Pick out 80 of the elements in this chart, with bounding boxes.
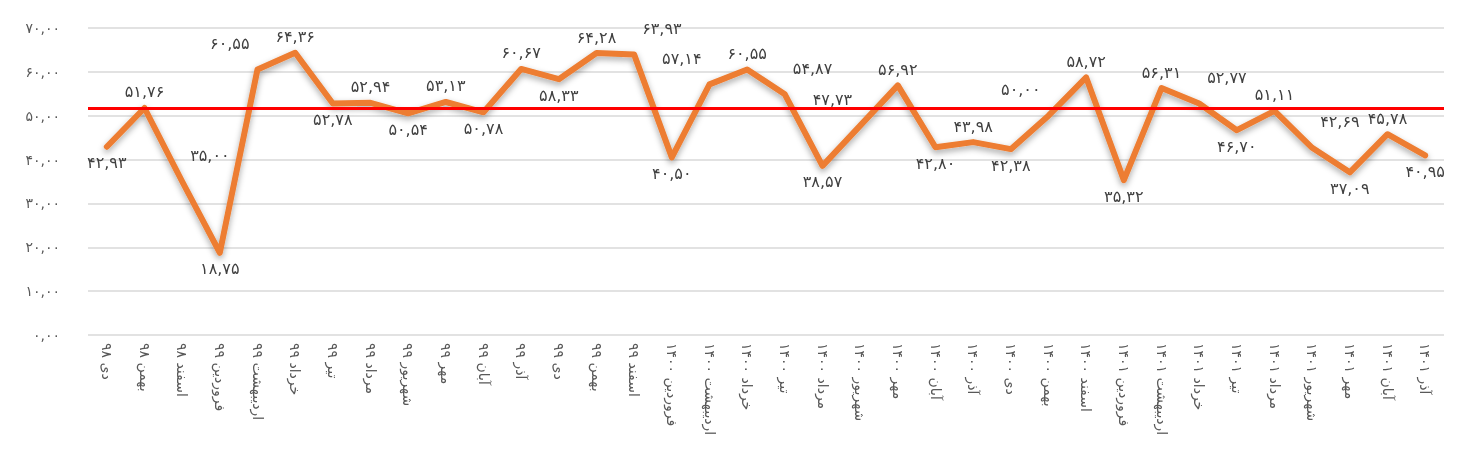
x-tick-label: فروردین ۱۴۰۱ [1114, 343, 1132, 427]
data-label: ۵۰,۷۸ [463, 118, 504, 138]
data-label: ۶۰,۵۵ [210, 33, 250, 53]
x-tick-label: شهریور ۱۴۰۰ [851, 343, 869, 422]
x-tick-label: دی ۹۸ [98, 343, 115, 380]
x-tick-label: مرداد ۹۹ [361, 343, 379, 395]
data-label: ۴۰,۵۰ [652, 163, 692, 183]
data-label: ۵۶,۳۱ [1141, 62, 1182, 82]
data-label: ۴۷,۷۳ [812, 90, 853, 110]
x-tick-label: آذر ۱۴۰۰ [964, 343, 982, 396]
x-tick-label: فروردین ۱۴۰۰ [662, 343, 680, 427]
x-tick-label: اسفند ۱۴۰۰ [1078, 343, 1095, 412]
x-tick-label: اردیبهشت ۹۹ [248, 343, 266, 421]
x-tick-label: بهمن ۱۴۰۰ [1039, 343, 1057, 407]
x-tick-label: آذر ۹۹ [512, 343, 530, 381]
data-label: ۵۱,۱۱ [1254, 85, 1295, 105]
x-tick-label: اردیبهشت ۱۴۰۰ [700, 343, 718, 436]
data-label: ۵۷,۱۴ [662, 48, 702, 68]
data-label: ۵۶,۹۲ [878, 59, 918, 79]
data-label: ۵۲,۷۸ [313, 110, 353, 130]
data-label: ۵۰,۰۰ [1001, 80, 1041, 100]
x-tick-label: مهر ۱۴۰۱ [1340, 343, 1358, 400]
y-tick-label: ۱۰,۰۰ [25, 283, 60, 300]
data-label: ۴۲,۸۰ [915, 153, 956, 173]
x-tick-label: مرداد ۱۴۰۰ [813, 343, 831, 410]
x-tick-label: شهریور ۱۴۰۱ [1303, 343, 1321, 422]
data-label: ۱۸,۷۵ [200, 259, 240, 279]
y-tick-label: ۶۰,۰۰ [25, 63, 60, 80]
data-label: ۵۰,۵۴ [388, 119, 428, 139]
x-tick-label: تیر ۱۴۰۰ [775, 343, 793, 394]
data-label: ۵۸,۳۳ [539, 85, 579, 105]
x-tick-label: اسفند ۹۹ [626, 343, 643, 397]
x-tick-label: آذر ۱۴۰۱ [1416, 343, 1434, 396]
y-tick-label: ۴۰,۰۰ [25, 151, 60, 168]
x-tick-label: اردیبهشت ۱۴۰۱ [1152, 343, 1170, 436]
data-label: ۴۶,۷۰ [1217, 136, 1257, 156]
x-tick-label: مرداد ۱۴۰۱ [1265, 343, 1283, 410]
y-tick-label: ۲۰,۰۰ [25, 239, 60, 256]
x-tick-label: دی ۹۹ [550, 343, 567, 380]
y-tick-label: ۷۰,۰۰ [25, 20, 60, 36]
data-label: ۶۳,۹۳ [642, 19, 683, 39]
data-label: ۶۴,۳۶ [275, 27, 315, 47]
data-label: ۴۰,۹۵ [1405, 161, 1445, 181]
x-tick-label: آبان ۱۴۰۱ [1379, 343, 1396, 401]
data-label: ۶۰,۶۷ [501, 43, 542, 63]
data-label: ۴۲,۹۳ [87, 153, 127, 173]
x-tick-label: بهمن ۹۸ [135, 343, 153, 392]
data-label: ۵۱,۷۶ [124, 82, 165, 102]
data-label: ۵۲,۷۷ [1207, 68, 1248, 88]
y-tick-label: ۳۰,۰۰ [25, 195, 60, 212]
x-tick-label: شهریور ۹۹ [399, 343, 417, 407]
x-tick-label: تیر ۹۹ [323, 343, 341, 379]
data-label: ۴۳,۹۸ [953, 116, 994, 136]
x-tick-label: فروردین ۹۹ [210, 343, 228, 412]
data-label: ۶۰,۵۵ [727, 43, 767, 63]
data-label: ۵۸,۷۲ [1066, 51, 1106, 71]
data-label: ۴۲,۶۹ [1320, 112, 1360, 132]
x-tick-label: بهمن ۹۹ [587, 343, 605, 392]
y-tick-label: ۰,۰۰ [32, 327, 60, 343]
x-tick-label: تیر ۱۴۰۱ [1227, 343, 1245, 394]
x-tick-label: مهر ۱۴۰۰ [888, 343, 906, 400]
x-tick-label: آبان ۱۴۰۰ [927, 343, 944, 401]
data-label: ۳۸,۵۷ [802, 172, 843, 192]
data-label: ۶۴,۲۸ [576, 27, 617, 47]
data-label: ۴۵,۷۸ [1367, 108, 1408, 128]
data-label: ۳۵,۰۰ [190, 146, 230, 165]
data-label: ۳۵,۳۲ [1104, 186, 1144, 206]
data-label: ۵۳,۱۳ [426, 76, 466, 96]
x-tick-label: خرداد ۱۴۰۱ [1190, 343, 1208, 411]
data-label: ۴۲,۳۸ [991, 155, 1031, 175]
data-label: ۳۷,۰۹ [1330, 178, 1370, 198]
data-label: ۵۲,۹۴ [350, 77, 391, 97]
x-tick-label: آبان ۹۹ [475, 343, 492, 386]
x-tick-label: مهر ۹۹ [436, 343, 454, 385]
x-tick-label: اسفند ۹۸ [174, 343, 191, 397]
data-label: ۵۴,۸۷ [792, 58, 833, 78]
x-tick-label: خرداد ۱۴۰۰ [738, 343, 756, 411]
x-tick-label: دی ۱۴۰۰ [1002, 343, 1019, 395]
x-tick-label: خرداد ۹۹ [286, 343, 304, 396]
y-tick-label: ۵۰,۰۰ [25, 107, 60, 124]
